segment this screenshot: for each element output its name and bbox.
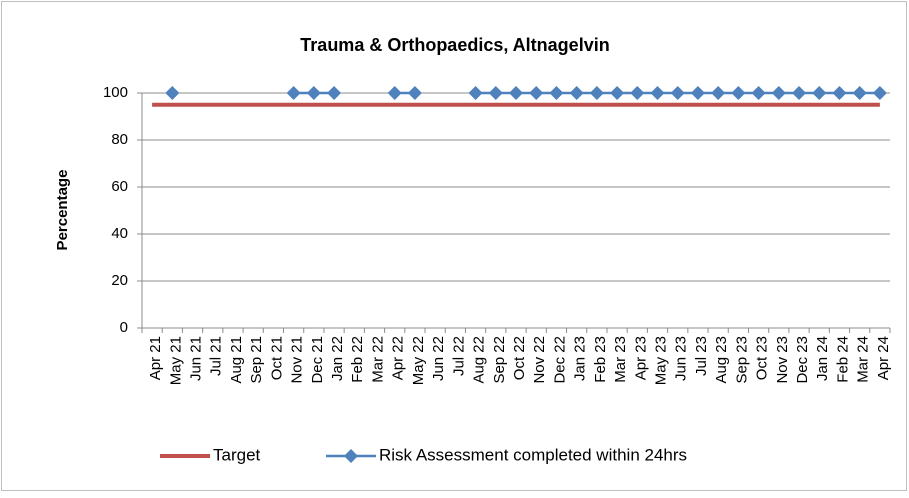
marker — [589, 86, 604, 100]
y-tick-label: 20 — [111, 272, 128, 289]
marker — [650, 86, 665, 100]
marker — [690, 86, 705, 100]
marker — [610, 86, 625, 100]
y-axis-label: Percentage — [54, 170, 71, 251]
marker — [468, 86, 483, 100]
marker — [387, 86, 402, 100]
marker — [711, 86, 726, 100]
x-tick-label: Jan 24 — [814, 336, 831, 381]
x-tick-label: Sep 22 — [491, 336, 508, 384]
x-tick-label: Aug 23 — [713, 336, 730, 384]
x-tick-label: Jan 22 — [329, 336, 346, 381]
x-tick-label: Mar 24 — [855, 336, 872, 383]
marker — [751, 86, 766, 100]
x-tick-label: Apr 22 — [390, 336, 407, 380]
x-tick-label: Jul 21 — [208, 336, 225, 376]
x-tick-label: Oct 22 — [511, 336, 528, 380]
marker — [509, 86, 523, 100]
x-tick-label: Apr 24 — [875, 336, 892, 380]
marker — [327, 86, 342, 100]
marker — [852, 86, 867, 100]
y-tick-label: 100 — [103, 84, 128, 101]
marker — [731, 86, 746, 100]
x-tick-label: Oct 21 — [268, 336, 285, 380]
x-tick-label: Nov 21 — [289, 336, 306, 384]
marker — [832, 86, 847, 100]
y-tick-label: 40 — [111, 225, 128, 242]
legend-marker — [344, 449, 358, 463]
marker — [549, 86, 564, 100]
chart-title: Trauma & Orthopaedics, Altnagelvin — [300, 35, 609, 55]
marker — [872, 86, 887, 100]
x-tick-label: Feb 23 — [592, 336, 609, 383]
x-tick-label: Mar 23 — [612, 336, 629, 383]
x-tick-label: Feb 22 — [349, 336, 366, 383]
x-tick-label: Oct 23 — [754, 336, 771, 380]
marker — [529, 86, 544, 100]
legend-label: Target — [213, 445, 261, 464]
y-tick-label: 80 — [111, 131, 128, 148]
marker — [670, 86, 685, 100]
x-tick-label: Jun 22 — [430, 336, 447, 381]
y-tick-label: 60 — [111, 178, 128, 195]
x-tick-label: Aug 21 — [228, 336, 245, 384]
x-tick-label: Jun 21 — [188, 336, 205, 381]
marker — [812, 86, 827, 100]
x-tick-label: Apr 23 — [632, 336, 649, 380]
x-tick-label: Sep 23 — [733, 336, 750, 384]
x-tick-label: Feb 24 — [834, 336, 851, 383]
x-tick-label: Sep 21 — [248, 336, 265, 384]
marker — [792, 86, 807, 100]
marker — [407, 86, 422, 100]
x-tick-label: May 21 — [167, 336, 184, 385]
x-tick-label: Nov 23 — [774, 336, 791, 384]
x-tick-label: Dec 21 — [309, 336, 326, 384]
marker — [771, 86, 786, 100]
marker — [488, 86, 503, 100]
marker — [165, 86, 180, 100]
x-tick-label: Mar 22 — [369, 336, 386, 383]
x-tick-label: Aug 22 — [471, 336, 488, 384]
x-tick-label: Dec 22 — [551, 336, 568, 384]
x-tick-label: Jun 23 — [673, 336, 690, 381]
marker — [306, 86, 321, 100]
x-tick-label: Dec 23 — [794, 336, 811, 384]
x-tick-label: Nov 22 — [531, 336, 548, 384]
x-tick-label: Jul 22 — [450, 336, 467, 376]
marker — [630, 86, 645, 100]
y-tick-label: 0 — [120, 319, 128, 336]
legend-label: Risk Assessment completed within 24hrs — [379, 445, 687, 464]
x-tick-label: May 22 — [410, 336, 427, 385]
x-tick-label: Jan 23 — [572, 336, 589, 381]
x-tick-label: Apr 21 — [147, 336, 164, 380]
x-tick-label: May 23 — [652, 336, 669, 385]
marker — [286, 86, 301, 100]
x-tick-label: Jul 23 — [693, 336, 710, 376]
marker — [569, 86, 584, 100]
